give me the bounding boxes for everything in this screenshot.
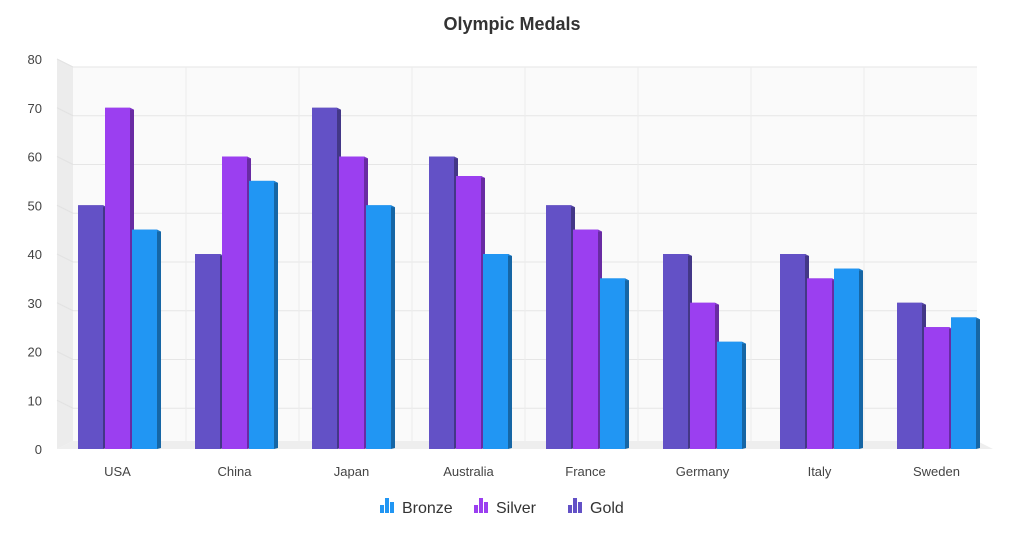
bar-bronze-usa[interactable] xyxy=(132,229,161,449)
y-tick-label: 60 xyxy=(28,150,42,165)
bar-gold-italy[interactable] xyxy=(780,254,809,449)
bar-front xyxy=(663,254,688,449)
bar-side xyxy=(859,268,863,449)
floor xyxy=(57,441,993,449)
bar-silver-japan[interactable] xyxy=(339,156,368,450)
legend-label: Gold xyxy=(590,500,624,517)
bar-front xyxy=(573,229,598,449)
legend-item-silver[interactable]: Silver xyxy=(474,498,537,517)
bar-front xyxy=(78,205,103,449)
bar-gold-france[interactable] xyxy=(546,205,575,449)
legend-label: Silver xyxy=(496,500,537,517)
bar-front xyxy=(600,278,625,449)
bar-bronze-germany[interactable] xyxy=(717,341,746,449)
bar-silver-italy[interactable] xyxy=(807,278,836,449)
bar-side xyxy=(508,254,512,449)
legend-item-bronze[interactable]: Bronze xyxy=(380,498,453,517)
x-tick-label: China xyxy=(218,464,253,479)
bar-front xyxy=(834,268,859,449)
bar-front xyxy=(690,302,715,449)
bar-front xyxy=(222,156,247,449)
y-tick-label: 50 xyxy=(28,198,42,213)
bar-front xyxy=(807,278,832,449)
bar-front xyxy=(312,107,337,449)
bar-gold-sweden[interactable] xyxy=(897,302,926,449)
grid-line-side xyxy=(56,253,74,263)
bar-side xyxy=(157,229,161,449)
x-tick-label: France xyxy=(565,464,605,479)
grid-line-side xyxy=(56,204,74,214)
bar-silver-sweden[interactable] xyxy=(924,327,953,449)
bar-silver-usa[interactable] xyxy=(105,107,134,449)
bar-chart-icon xyxy=(474,498,488,513)
bar-silver-china[interactable] xyxy=(222,156,251,450)
legend-label: Bronze xyxy=(402,500,453,517)
bar-gold-usa[interactable] xyxy=(78,205,107,449)
bar-side xyxy=(742,341,746,449)
x-tick-label: Italy xyxy=(808,464,832,479)
bar-side xyxy=(274,180,278,449)
bar-front xyxy=(132,229,157,449)
grid-line-side xyxy=(56,58,74,68)
grid-line-side xyxy=(56,399,74,409)
x-tick-label: Sweden xyxy=(913,464,960,479)
bar-bronze-china[interactable] xyxy=(249,180,278,449)
grid-line-side xyxy=(56,156,74,165)
y-tick-label: 40 xyxy=(28,247,42,262)
legend: Bronze Silver Gold xyxy=(380,498,624,517)
grid-line-side xyxy=(56,302,74,312)
y-tick-label: 20 xyxy=(28,345,42,360)
x-tick-label: Australia xyxy=(443,464,494,479)
bar-side xyxy=(391,205,395,449)
y-tick-label: 0 xyxy=(35,442,42,457)
bar-front xyxy=(924,327,949,449)
bar-gold-germany[interactable] xyxy=(663,254,692,449)
bar-front xyxy=(780,254,805,449)
bar-front xyxy=(897,302,922,449)
bar-gold-australia[interactable] xyxy=(429,156,458,450)
side-wall xyxy=(57,59,73,449)
grid-line-side xyxy=(56,351,74,360)
y-tick-label: 30 xyxy=(28,296,42,311)
y-tick-label: 10 xyxy=(28,393,42,408)
bar-bronze-australia[interactable] xyxy=(483,254,512,449)
bar-chart-icon xyxy=(568,498,582,513)
bar-front xyxy=(249,180,274,449)
bar-front xyxy=(366,205,391,449)
x-tick-label: Germany xyxy=(676,464,730,479)
x-tick-label: Japan xyxy=(334,464,369,479)
y-tick-label: 80 xyxy=(28,52,42,67)
y-tick-label: 70 xyxy=(28,101,42,116)
bar-silver-germany[interactable] xyxy=(690,302,719,449)
bar-bronze-france[interactable] xyxy=(600,278,629,449)
bar-front xyxy=(483,254,508,449)
bar-gold-japan[interactable] xyxy=(312,107,341,449)
bar-front xyxy=(339,156,364,449)
bar-front xyxy=(105,107,130,449)
bar-bronze-italy[interactable] xyxy=(834,268,863,449)
legend-item-gold[interactable]: Gold xyxy=(568,498,624,517)
y-axis-ticks: 0 10 20 30 40 50 60 70 80 xyxy=(28,52,42,457)
bar-front xyxy=(195,254,220,449)
bar-gold-china[interactable] xyxy=(195,254,224,449)
bar-front xyxy=(717,341,742,449)
bar-bronze-sweden[interactable] xyxy=(951,317,980,449)
bars xyxy=(78,107,980,450)
bar-bronze-japan[interactable] xyxy=(366,205,395,449)
bar-front xyxy=(429,156,454,449)
x-tick-label: USA xyxy=(104,464,131,479)
bar-silver-australia[interactable] xyxy=(456,176,485,449)
bar-front xyxy=(546,205,571,449)
bar-front xyxy=(456,176,481,449)
bar-side xyxy=(976,317,980,449)
bar-silver-france[interactable] xyxy=(573,229,602,449)
bar-side xyxy=(625,278,629,449)
bar-front xyxy=(951,317,976,449)
grid-line-side xyxy=(56,107,74,117)
chart-title: Olympic Medals xyxy=(443,14,580,34)
x-axis-ticks: USA China Japan Australia France Germany Italy… xyxy=(104,464,960,479)
bar-chart-icon xyxy=(380,498,394,513)
